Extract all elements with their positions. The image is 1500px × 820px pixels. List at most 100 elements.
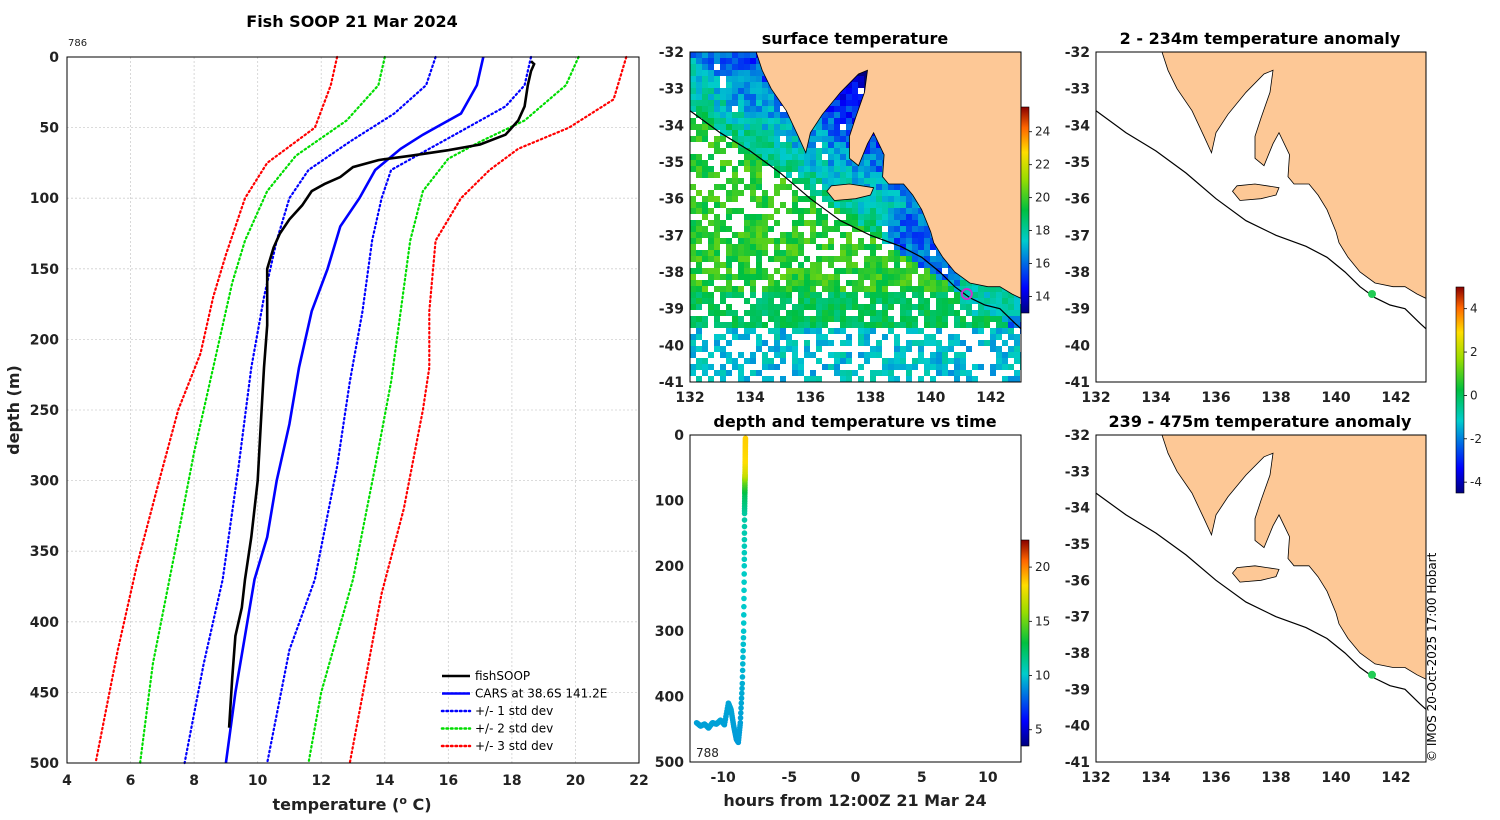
sst-pixel xyxy=(744,76,750,82)
sst-pixel xyxy=(870,172,876,178)
sst-pixel xyxy=(990,310,996,316)
sst-pixel xyxy=(726,304,732,310)
sst-pixel xyxy=(846,148,852,154)
sst-pixel xyxy=(690,250,696,256)
sst-pixel xyxy=(882,334,888,340)
sst-pixel xyxy=(816,328,822,334)
sst-pixel xyxy=(690,232,696,238)
sst-pixel xyxy=(696,268,702,274)
sst-pixel xyxy=(726,130,732,136)
sst-pixel xyxy=(756,220,762,226)
sst-pixel xyxy=(726,268,732,274)
sst-pixel xyxy=(912,286,918,292)
sst-pixel xyxy=(828,106,834,112)
sst-pixel xyxy=(978,286,984,292)
sst-pixel xyxy=(714,172,720,178)
sst-pixel xyxy=(714,256,720,262)
sst-pixel xyxy=(780,154,786,160)
sst-pixel xyxy=(774,160,780,166)
sst-pixel xyxy=(720,94,726,100)
sst-pixel xyxy=(810,370,816,376)
sst-pixel xyxy=(714,244,720,250)
sst-pixel xyxy=(882,304,888,310)
sst-pixel xyxy=(750,304,756,310)
sst-pixel xyxy=(870,370,876,376)
sst-pixel xyxy=(726,100,732,106)
sst-pixel xyxy=(906,190,912,196)
sst-pixel xyxy=(966,280,972,286)
sst-pixel xyxy=(1014,340,1020,346)
sst-pixel xyxy=(750,82,756,88)
sst-pixel xyxy=(858,244,864,250)
time-series-point xyxy=(738,695,745,702)
sst-pixel xyxy=(750,292,756,298)
sst-pixel xyxy=(792,166,798,172)
sst-pixel xyxy=(750,220,756,226)
time-colorbar-label: 10 xyxy=(1035,669,1050,683)
sst-pixel xyxy=(864,214,870,220)
sst-pixel xyxy=(828,178,834,184)
sst-pixel xyxy=(888,316,894,322)
time-series-point xyxy=(739,690,745,697)
time-series-point xyxy=(741,523,748,530)
sst-pixel xyxy=(864,178,870,184)
sst-pixel xyxy=(870,328,876,334)
sst-pixel xyxy=(954,364,960,370)
sst-pixel xyxy=(996,304,1002,310)
sst-pixel xyxy=(714,310,720,316)
sst-pixel xyxy=(696,160,702,166)
sst-pixel xyxy=(774,124,780,130)
sst-pixel xyxy=(816,220,822,226)
sst-pixel xyxy=(822,124,828,130)
time-ytick-label: 0 xyxy=(674,428,684,444)
sst-pixel xyxy=(762,214,768,220)
sst-pixel xyxy=(840,154,846,160)
sst-pixel xyxy=(942,286,948,292)
sst-pixel xyxy=(822,160,828,166)
sst-pixel xyxy=(834,100,840,106)
sst-pixel xyxy=(762,322,768,328)
sst-ytick-label: -38 xyxy=(659,265,684,281)
sst-pixel xyxy=(780,238,786,244)
sst-pixel xyxy=(900,346,906,352)
sst-pixel xyxy=(804,328,810,334)
sst-pixel xyxy=(756,166,762,172)
sst-pixel xyxy=(708,232,714,238)
sst-pixel xyxy=(810,166,816,172)
sst-pixel xyxy=(840,370,846,376)
sst-pixel xyxy=(852,208,858,214)
sst-pixel xyxy=(852,226,858,232)
profile-legend-label: +/- 2 std dev xyxy=(475,722,553,736)
sst-pixel xyxy=(954,280,960,286)
sst-pixel xyxy=(750,352,756,358)
sst-pixel xyxy=(750,196,756,202)
sst-pixel xyxy=(774,106,780,112)
sst-pixel xyxy=(762,238,768,244)
sst-pixel xyxy=(840,106,846,112)
sst-pixel xyxy=(864,154,870,160)
sst-pixel xyxy=(876,160,882,166)
sst-pixel xyxy=(714,226,720,232)
sst-pixel xyxy=(690,286,696,292)
sst-pixel xyxy=(876,166,882,172)
time-title: depth and temperature vs time xyxy=(713,412,996,431)
sst-pixel xyxy=(876,286,882,292)
sst-pixel xyxy=(696,280,702,286)
sst-pixel xyxy=(750,106,756,112)
sst-pixel xyxy=(834,316,840,322)
sst-pixel xyxy=(762,94,768,100)
sst-pixel xyxy=(744,52,750,58)
sst-pixel xyxy=(894,256,900,262)
sst-pixel xyxy=(810,172,816,178)
sst-pixel xyxy=(792,352,798,358)
sst-pixel xyxy=(828,340,834,346)
sst-pixel xyxy=(852,250,858,256)
sst-pixel xyxy=(696,76,702,82)
sst-pixel xyxy=(870,202,876,208)
sst-pixel xyxy=(918,340,924,346)
sst-pixel xyxy=(912,304,918,310)
anomaly2-xtick-label: 134 xyxy=(1141,770,1170,786)
sst-pixel xyxy=(708,76,714,82)
profile-xtick-label: 16 xyxy=(439,773,458,789)
